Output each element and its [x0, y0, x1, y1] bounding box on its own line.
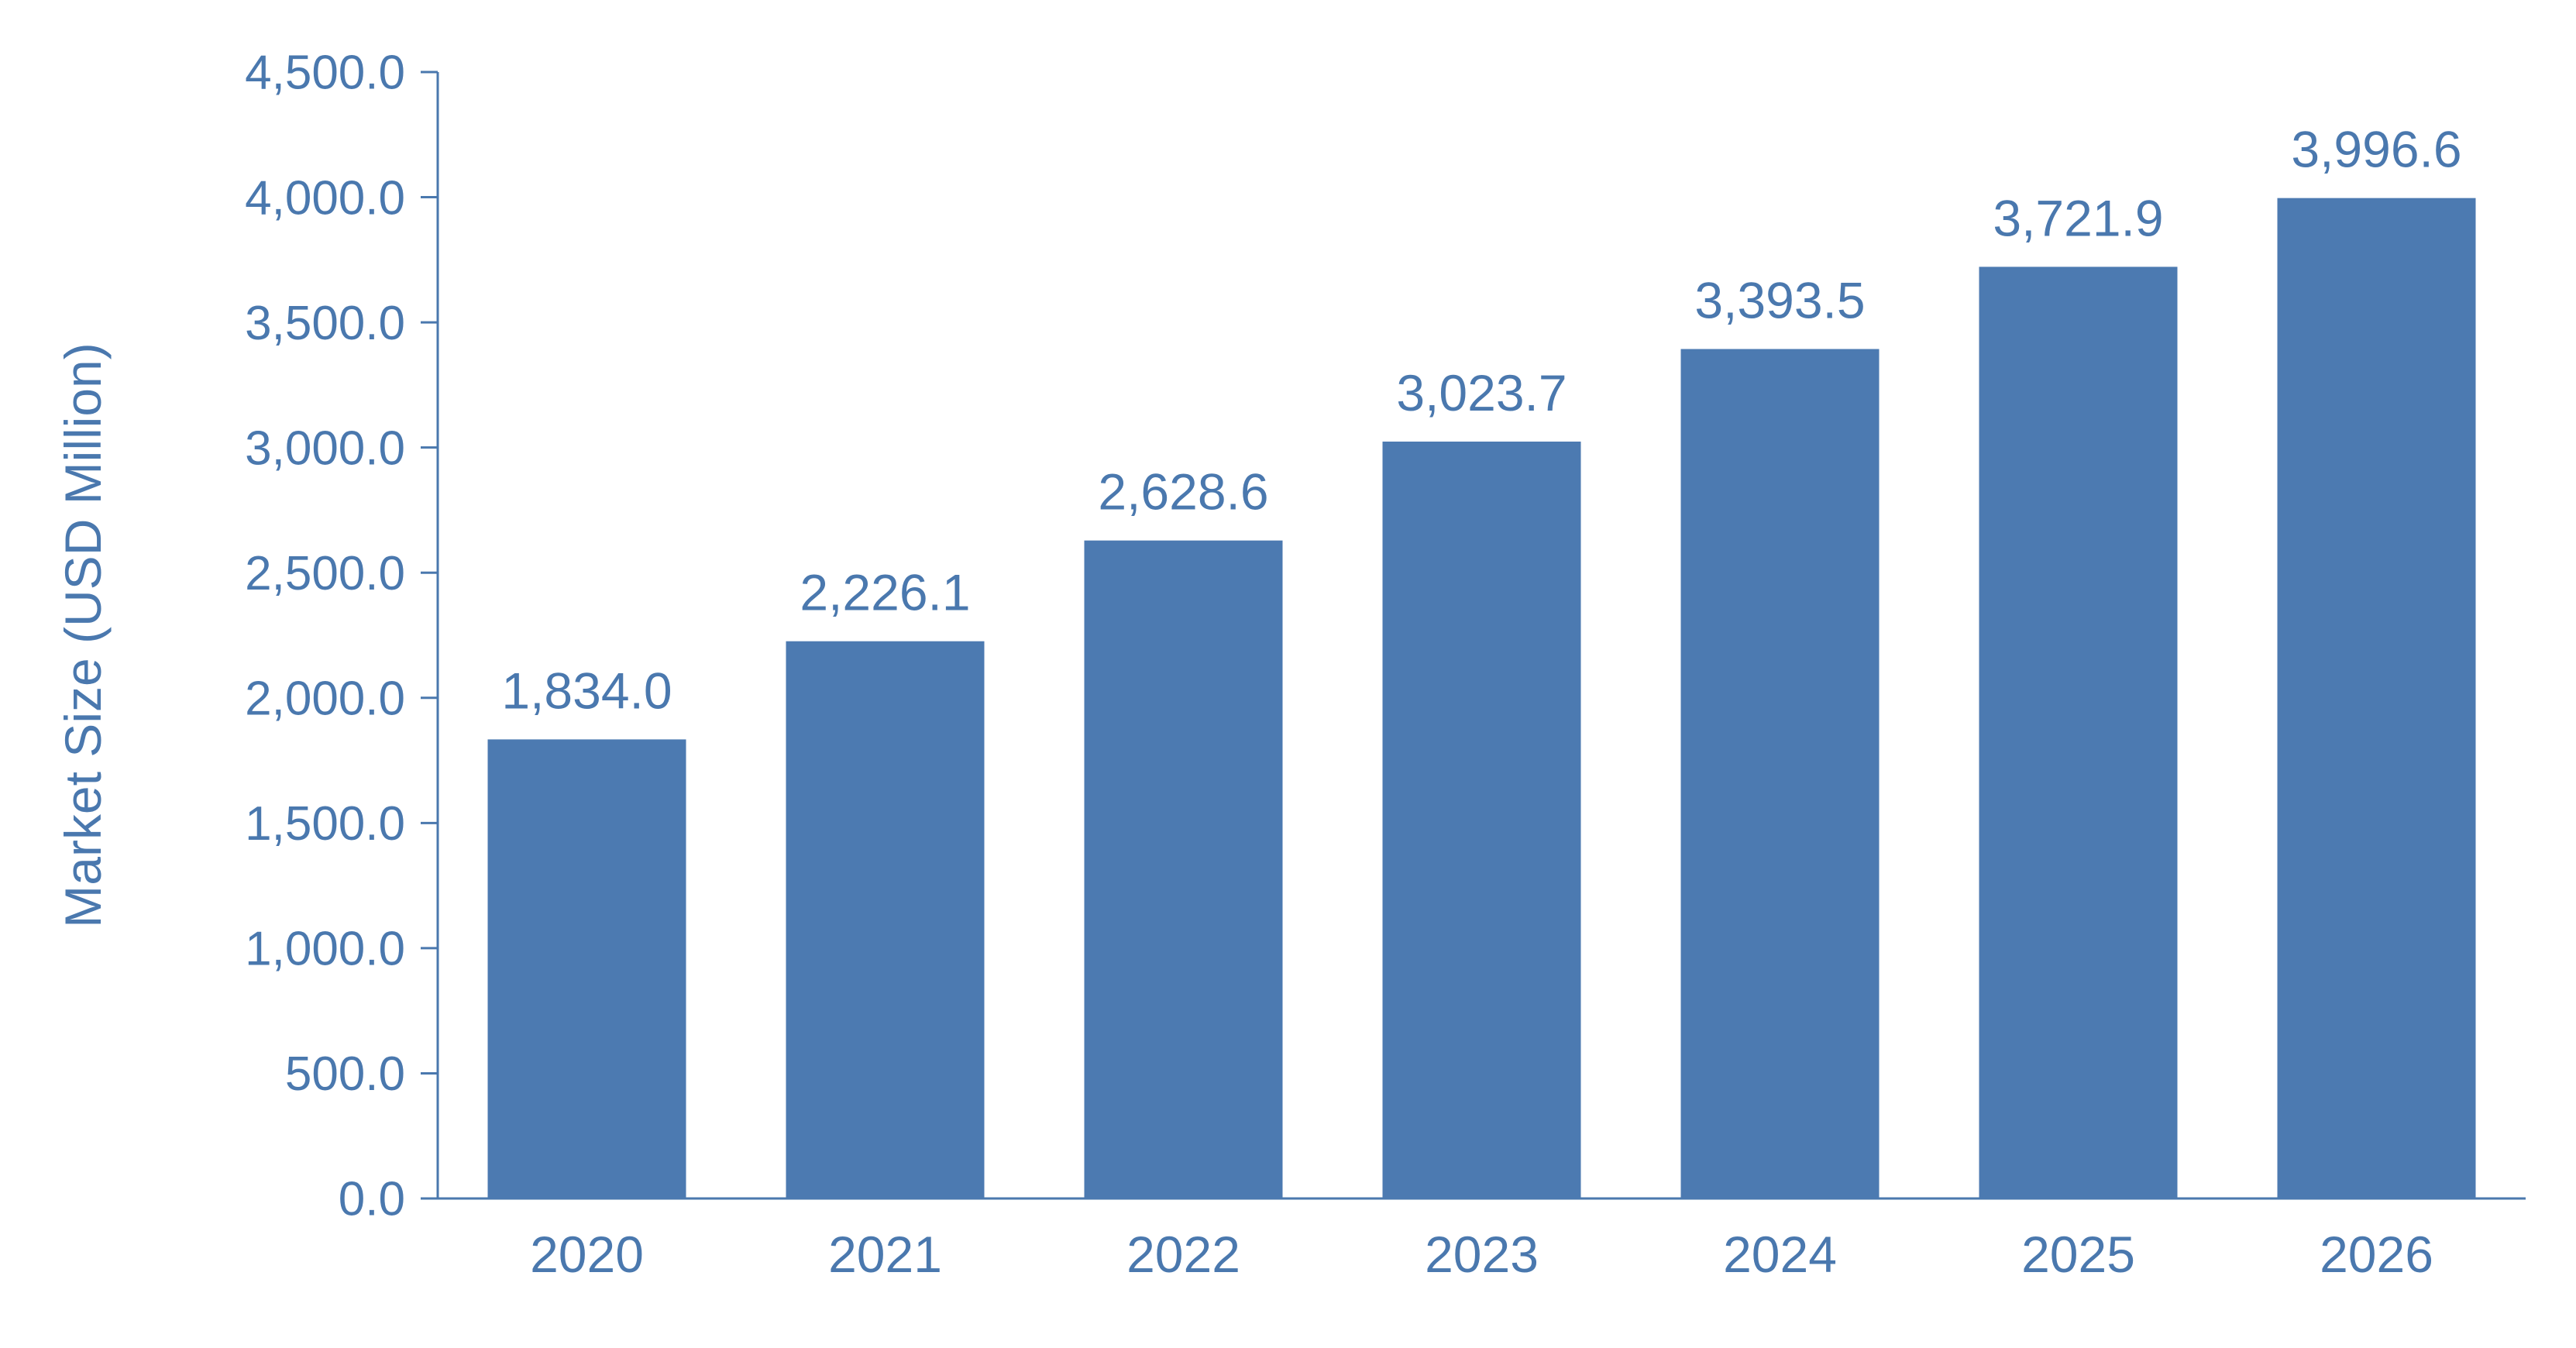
x-tick-label-2020: 2020: [530, 1226, 644, 1283]
y-tick-label: 1,000.0: [245, 923, 405, 976]
y-tick-label: 500.0: [285, 1047, 405, 1101]
y-tick-label: 1,500.0: [245, 797, 405, 851]
data-label-2025: 3,721.9: [1993, 189, 2163, 246]
bar-2023: [1382, 442, 1581, 1198]
bars: [487, 198, 2476, 1199]
data-label-2021: 2,226.1: [800, 564, 970, 621]
x-tick-label-2023: 2023: [1425, 1226, 1539, 1283]
x-axis: 2020 2021 2022 2023 2024 2025 2026: [438, 1197, 2526, 1283]
y-tick-label: 2,000.0: [245, 672, 405, 725]
y-axis-title: Market Size (USD Million): [54, 342, 112, 927]
y-tick-label: 0.0: [339, 1173, 405, 1226]
y-tick-label: 3,000.0: [245, 421, 405, 475]
x-tick-label-2022: 2022: [1126, 1226, 1240, 1283]
data-labels: 1,834.0 2,226.1 2,628.6 3,023.7 3,393.5 3,721…: [501, 121, 2461, 720]
bar-2022: [1084, 540, 1283, 1198]
y-tick-label: 4,000.0: [245, 171, 405, 225]
bar-2024: [1680, 349, 1880, 1198]
data-label-2026: 3,996.6: [2291, 121, 2461, 178]
data-label-2024: 3,393.5: [1694, 272, 1865, 329]
y-axis: 0.0 500.0 1,000.0 1,500.0 2,000.0 2,500.0 3,00…: [245, 46, 439, 1226]
bar-2021: [786, 641, 985, 1198]
x-tick-label-2021: 2021: [828, 1226, 942, 1283]
bar-2025: [1979, 267, 2178, 1199]
y-tick-label: 3,500.0: [245, 297, 405, 350]
x-tick-label-2025: 2025: [2021, 1226, 2135, 1283]
data-label-2020: 1,834.0: [501, 662, 672, 719]
x-tick-label-2024: 2024: [1723, 1226, 1837, 1283]
y-tick-label: 4,500.0: [245, 46, 405, 100]
x-tick-label-2026: 2026: [2320, 1226, 2433, 1283]
bar-2026: [2277, 198, 2476, 1198]
y-axis-title-group: Market Size (USD Million): [54, 342, 112, 927]
data-label-2023: 3,023.7: [1396, 364, 1567, 421]
y-tick-label: 2,500.0: [245, 547, 405, 600]
bar-2020: [487, 739, 686, 1198]
data-label-2022: 2,628.6: [1098, 463, 1268, 521]
